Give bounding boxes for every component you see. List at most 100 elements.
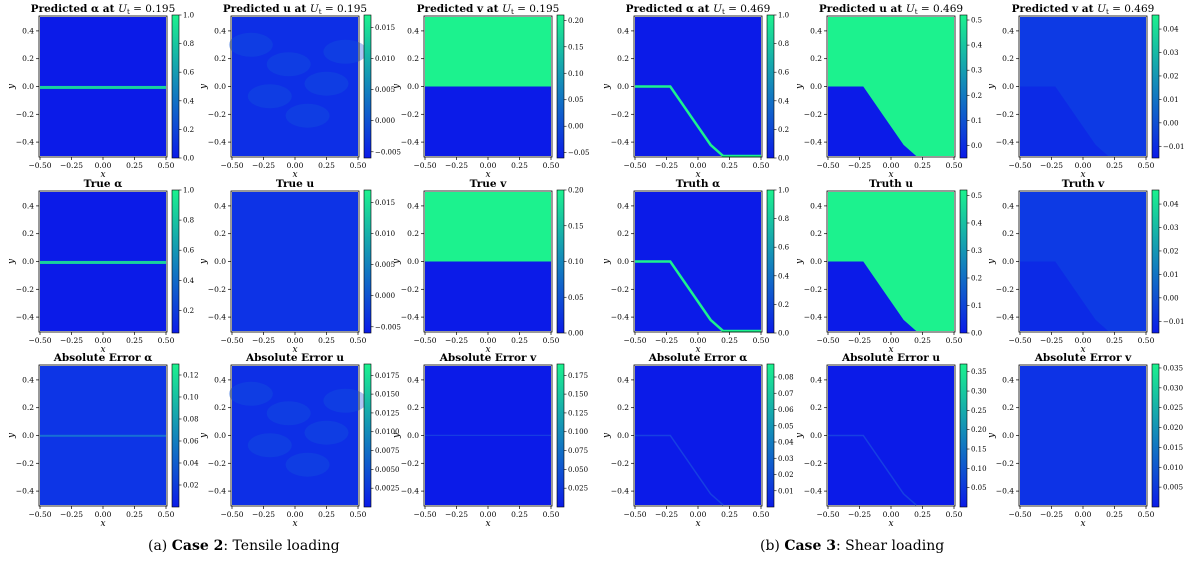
colorbar-tick-label: 0.025 bbox=[568, 485, 588, 493]
y-tick-label: −0.2 bbox=[401, 285, 419, 294]
x-tick-label: 0.00 bbox=[287, 161, 304, 170]
heatmap-field bbox=[228, 366, 368, 505]
x-tick-label: −0.25 bbox=[1040, 336, 1063, 345]
x-axis-label: x bbox=[100, 519, 105, 529]
colorbar bbox=[766, 14, 775, 159]
y-tick-label: 0.0 bbox=[1002, 82, 1014, 91]
title-var: U bbox=[1097, 3, 1107, 15]
y-tick-label: 0.2 bbox=[810, 403, 822, 412]
x-axis-label: x bbox=[100, 345, 105, 355]
x-tick-label: −0.25 bbox=[1040, 161, 1063, 170]
x-axis-label: x bbox=[100, 170, 105, 180]
x-tick-label: 0.50 bbox=[946, 510, 963, 519]
y-tick-label: −0.4 bbox=[208, 138, 226, 147]
y-axis-label: y bbox=[7, 83, 17, 90]
title-var: U bbox=[310, 3, 320, 15]
x-tick-label: 0.50 bbox=[1138, 336, 1155, 345]
colorbar-tick-label: 0.30 bbox=[971, 388, 987, 396]
x-tick-label: −0.25 bbox=[445, 510, 468, 519]
x-tick-label: 0.00 bbox=[690, 336, 707, 345]
colorbar-tick-label: 0.01 bbox=[1163, 271, 1179, 279]
x-tick-label: 0.50 bbox=[1138, 510, 1155, 519]
y-tick-label: 0.2 bbox=[407, 54, 419, 63]
faint-error-line bbox=[425, 434, 551, 436]
y-tick-label: 0.4 bbox=[22, 375, 34, 384]
x-tick-label: 0.25 bbox=[1106, 336, 1123, 345]
y-tick-label: 0.4 bbox=[22, 201, 34, 210]
title-value: = 0.195 bbox=[322, 3, 368, 15]
y-tick-label: 0.0 bbox=[407, 257, 419, 266]
noise-blob bbox=[285, 452, 330, 477]
subplot-title: Predicted α at Ut = 0.195 bbox=[31, 3, 176, 16]
colorbar-tick-label: 0.04 bbox=[183, 460, 199, 468]
colorbar-tick-label: 0.07 bbox=[778, 390, 794, 398]
y-tick-label: 0.2 bbox=[1002, 229, 1014, 238]
y-tick-label: −0.2 bbox=[401, 110, 419, 119]
colorbar-tick-label: 0.4 bbox=[778, 97, 790, 105]
subplot-a-1-1: True u −0.50 −0.25 0.00 0.25 0.50 x 0.4 0.2 0.0 −0… bbox=[199, 178, 401, 355]
colorbar-tick-label: 0.6 bbox=[183, 69, 195, 77]
colorbar-tick-label: 0.020 bbox=[1163, 424, 1183, 432]
x-tick-label: −0.50 bbox=[221, 336, 244, 345]
colorbar-tick-label: 0.4 bbox=[183, 277, 195, 285]
colorbar-tick-label: 0.0 bbox=[778, 155, 789, 163]
y-tick-label: −0.2 bbox=[208, 110, 226, 119]
colorbar bbox=[1151, 14, 1160, 159]
x-tick-label: 0.25 bbox=[721, 336, 738, 345]
colorbar-tick-label: 0.5 bbox=[971, 192, 982, 200]
y-tick-label: 0.2 bbox=[22, 403, 34, 412]
colorbar-tick-label: 0.12 bbox=[183, 372, 199, 380]
x-tick-label: 0.50 bbox=[350, 510, 367, 519]
title-var: U bbox=[502, 3, 512, 15]
heatmap-field bbox=[828, 192, 954, 331]
x-tick-label: −0.25 bbox=[655, 510, 678, 519]
heatmap-field bbox=[425, 192, 551, 331]
x-tick-label: −0.25 bbox=[60, 336, 83, 345]
y-tick-label: 0.0 bbox=[810, 431, 822, 440]
x-axis-label: x bbox=[485, 345, 490, 355]
x-tick-label: 0.50 bbox=[1138, 161, 1155, 170]
y-tick-label: −0.4 bbox=[804, 487, 822, 496]
colorbar-tick-label: 0.050 bbox=[568, 466, 588, 474]
caption-b-label: (b) bbox=[760, 538, 780, 554]
colorbar bbox=[959, 14, 968, 159]
y-tick-label: 0.4 bbox=[407, 375, 419, 384]
colorbar-tick-label: 1.0 bbox=[183, 12, 194, 20]
x-tick-label: −0.50 bbox=[624, 510, 647, 519]
x-tick-label: 0.25 bbox=[914, 336, 931, 345]
x-tick-label: −0.50 bbox=[1009, 336, 1032, 345]
y-tick-label: −0.2 bbox=[208, 459, 226, 468]
crack-line bbox=[40, 85, 166, 89]
colorbar-tick-label: 0.0075 bbox=[375, 447, 400, 455]
y-tick-label: 0.4 bbox=[810, 26, 822, 35]
y-axis-label: y bbox=[795, 432, 805, 439]
colorbar-tick-label: 0.3 bbox=[971, 67, 982, 75]
y-tick-label: −0.2 bbox=[804, 285, 822, 294]
subplot-a-2-1: Absolute Error u −0.50 −0.25 0.00 0.25 0.50 x 0… bbox=[199, 352, 400, 529]
colorbar-tick-label: 0.0 bbox=[183, 155, 194, 163]
title-var: U bbox=[118, 3, 128, 15]
heatmap-field bbox=[228, 17, 368, 156]
colorbar-tick-label: 0.35 bbox=[971, 368, 987, 376]
y-tick-label: −0.4 bbox=[401, 313, 419, 322]
caption-b-text: : Shear loading bbox=[835, 538, 945, 554]
colorbar-tick-label: 0.05 bbox=[971, 484, 987, 492]
colorbar-tick-label: 0.4 bbox=[778, 272, 790, 280]
y-tick-label: −0.2 bbox=[401, 459, 419, 468]
noise-blob bbox=[323, 39, 368, 64]
colorbar-tick-label: 0.0175 bbox=[375, 372, 400, 380]
x-tick-label: 0.25 bbox=[126, 161, 143, 170]
x-axis-label: x bbox=[888, 345, 893, 355]
y-tick-label: 0.0 bbox=[810, 257, 822, 266]
title-value: = 0.195 bbox=[130, 3, 176, 15]
y-tick-label: −0.4 bbox=[16, 138, 34, 147]
y-axis-label: y bbox=[199, 432, 209, 439]
x-axis-label: x bbox=[1080, 519, 1085, 529]
title-value: = 0.469 bbox=[725, 3, 771, 15]
subplot-a-1-2: True v −0.50 −0.25 0.00 0.25 0.50 x 0.4 0.2 0.0 −0… bbox=[392, 178, 584, 355]
subplot-b-1-2: Truth v −0.50 −0.25 0.00 0.25 0.50 x 0.4 0.2 0.0 −… bbox=[987, 178, 1184, 355]
y-axis-label: y bbox=[795, 258, 805, 265]
y-tick-label: −0.4 bbox=[996, 487, 1014, 496]
y-tick-label: 0.0 bbox=[1002, 431, 1014, 440]
y-tick-label: 0.2 bbox=[617, 229, 629, 238]
